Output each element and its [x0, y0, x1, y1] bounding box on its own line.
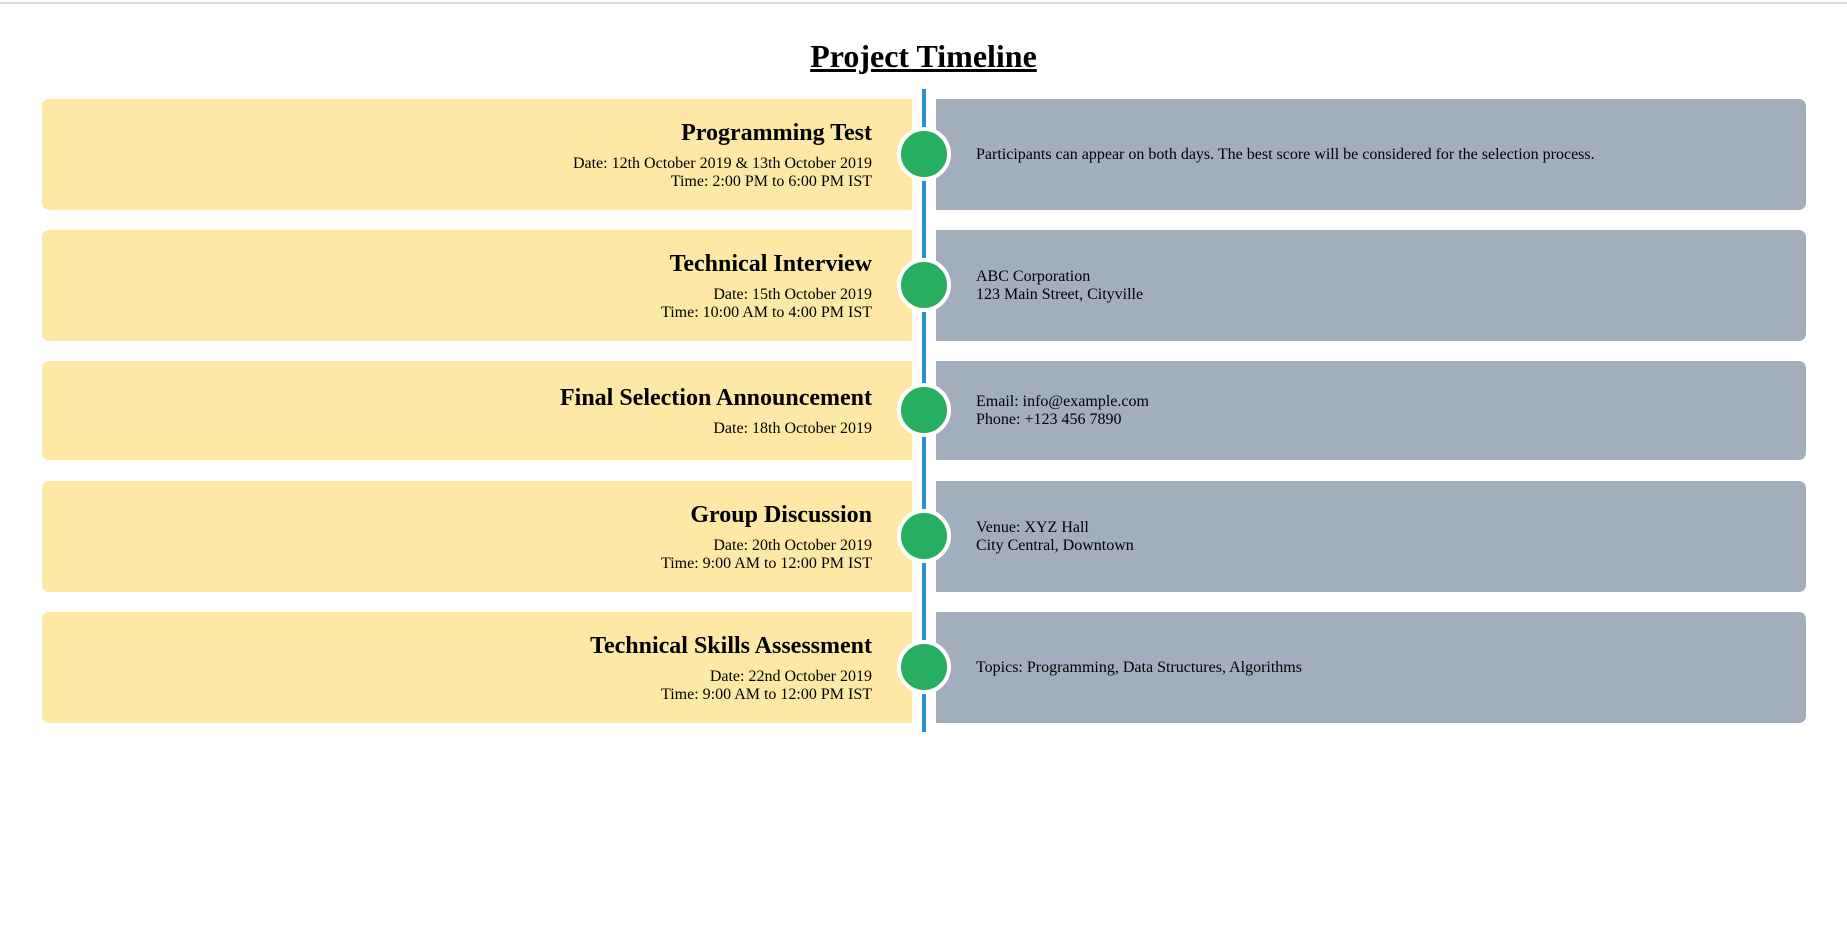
page-title: Project Timeline	[810, 38, 1037, 74]
timeline-marker	[897, 383, 951, 437]
event-title: Technical Interview	[669, 250, 872, 277]
timeline-event-final-selection: Final Selection Announcement Date: 18th …	[42, 361, 1806, 460]
event-info-card: Technical Skills Assessment Date: 22nd O…	[42, 612, 912, 723]
event-date: Date: 18th October 2019	[713, 419, 872, 437]
event-time: Time: 2:00 PM to 6:00 PM IST	[670, 172, 872, 190]
event-date: Date: 22nd October 2019	[709, 667, 872, 685]
event-detail-line: City Central, Downtown	[976, 536, 1134, 554]
event-detail-line: Email: info@example.com	[976, 392, 1149, 410]
timeline-event-group-discussion: Group Discussion Date: 20th October 2019…	[42, 481, 1806, 592]
timeline-event-technical-interview: Technical Interview Date: 15th October 2…	[42, 230, 1806, 341]
timeline-marker	[897, 127, 951, 181]
timeline-marker	[897, 258, 951, 312]
event-details-card: Venue: XYZ Hall City Central, Downtown	[936, 481, 1806, 592]
event-title: Programming Test	[681, 119, 872, 146]
event-detail-line: 123 Main Street, Cityville	[976, 285, 1144, 303]
timeline-event-technical-skills-assessment: Technical Skills Assessment Date: 22nd O…	[42, 612, 1806, 723]
event-title: Group Discussion	[690, 501, 872, 528]
event-info-card: Programming Test Date: 12th October 2019…	[42, 99, 912, 210]
event-detail-line: Venue: XYZ Hall	[976, 518, 1089, 536]
event-title: Technical Skills Assessment	[590, 632, 872, 659]
event-date: Date: 20th October 2019	[713, 536, 872, 554]
timeline-event-programming-test: Programming Test Date: 12th October 2019…	[42, 99, 1806, 210]
event-detail-line: Phone: +123 456 7890	[976, 410, 1122, 428]
event-title: Final Selection Announcement	[559, 384, 872, 411]
event-details-card: ABC Corporation 123 Main Street, Cityvil…	[936, 230, 1806, 341]
event-detail-line: Participants can appear on both days. Th…	[976, 145, 1595, 163]
event-detail-line: Topics: Programming, Data Structures, Al…	[976, 658, 1302, 676]
event-date: Date: 15th October 2019	[713, 285, 872, 303]
event-detail-line: ABC Corporation	[976, 267, 1091, 285]
event-details-card: Topics: Programming, Data Structures, Al…	[936, 612, 1806, 723]
timeline-marker	[897, 640, 951, 694]
event-time: Time: 10:00 AM to 4:00 PM IST	[660, 303, 872, 321]
top-border	[0, 2, 1847, 4]
event-info-card: Technical Interview Date: 15th October 2…	[42, 230, 912, 341]
event-time: Time: 9:00 AM to 12:00 PM IST	[660, 554, 872, 572]
event-info-card: Group Discussion Date: 20th October 2019…	[42, 481, 912, 592]
timeline-marker	[897, 509, 951, 563]
event-date: Date: 12th October 2019 & 13th October 2…	[572, 154, 872, 172]
event-info-card: Final Selection Announcement Date: 18th …	[42, 361, 912, 460]
event-time: Time: 9:00 AM to 12:00 PM IST	[660, 685, 872, 703]
event-details-card: Participants can appear on both days. Th…	[936, 99, 1806, 210]
event-details-card: Email: info@example.com Phone: +123 456 …	[936, 361, 1806, 460]
